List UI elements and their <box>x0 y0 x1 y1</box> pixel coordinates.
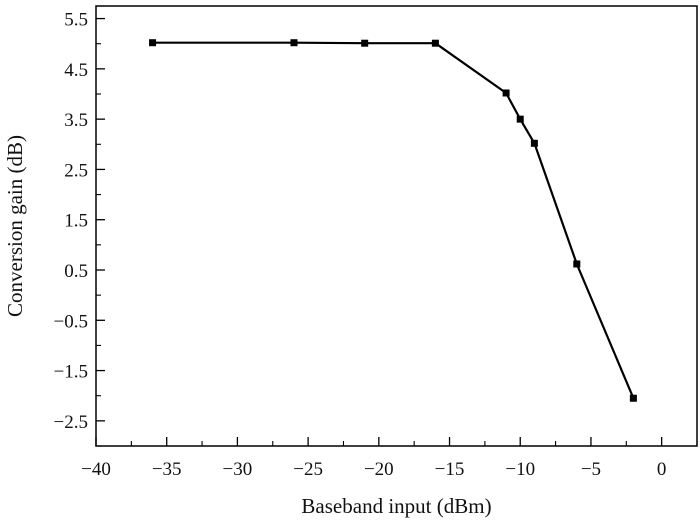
y-tick-label: 5.5 <box>64 10 88 31</box>
data-point-marker <box>502 89 510 97</box>
series-layer <box>149 39 637 402</box>
data-point-marker <box>629 394 637 402</box>
data-point-marker <box>361 39 369 47</box>
x-tick-label: 0 <box>657 459 667 480</box>
y-tick-label: −2.5 <box>54 412 88 433</box>
y-axis-title: Conversion gain (dB) <box>3 135 27 317</box>
plot-frame <box>95 5 698 447</box>
data-point-marker <box>530 139 538 147</box>
x-tick-label: −35 <box>152 459 182 480</box>
x-tick-label: −15 <box>435 459 465 480</box>
x-tick-label: −20 <box>364 459 394 480</box>
y-tick-label: 4.5 <box>64 60 88 81</box>
y-tick-label: 0.5 <box>64 261 88 282</box>
y-tick-label: 1.5 <box>64 211 88 232</box>
x-tick-label: −25 <box>293 459 323 480</box>
y-axis-ticks: 5.5 4.5 3.5 2.5 1.5 0.5 −0.5 −1.5 −2.5 <box>54 10 105 447</box>
data-point-marker <box>290 39 298 47</box>
data-point-marker <box>573 260 581 268</box>
x-tick-label: −40 <box>81 459 111 480</box>
x-tick-label: −30 <box>223 459 253 480</box>
series-line <box>152 41 635 399</box>
x-tick-label: −5 <box>581 459 601 480</box>
data-point-marker <box>431 39 439 47</box>
x-axis-title: Baseband input (dBm) <box>301 494 491 518</box>
y-tick-label: 3.5 <box>64 110 88 131</box>
data-point-marker <box>516 115 524 123</box>
x-tick-label: −10 <box>505 459 535 480</box>
y-tick-label: −0.5 <box>54 311 88 332</box>
x-axis-ticks: −40 −35 −30 −25 −20 −15 −10 −5 0 <box>81 437 698 480</box>
y-tick-label: 2.5 <box>64 160 88 181</box>
data-point-marker <box>149 39 157 47</box>
y-tick-label: −1.5 <box>54 362 88 383</box>
